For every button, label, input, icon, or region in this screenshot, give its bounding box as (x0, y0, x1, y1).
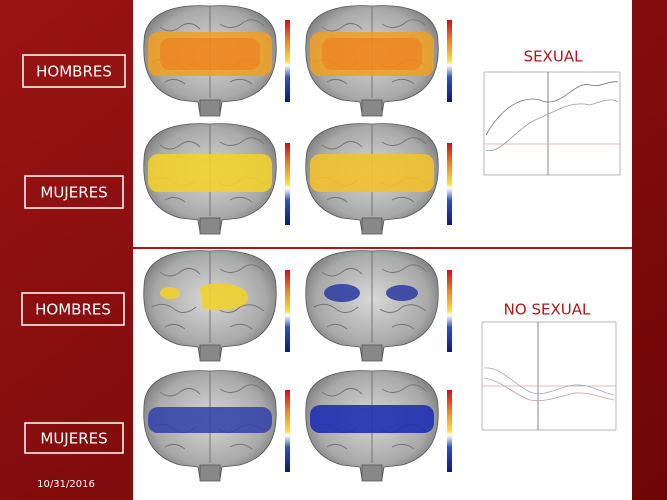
row-label-text: MUJERES (40, 430, 107, 448)
mini-plot (481, 321, 617, 431)
panel-title: SEXUAL (524, 48, 584, 66)
row-label-text: HOMBRES (36, 63, 112, 81)
row-label-text: MUJERES (40, 184, 107, 202)
row-label: HOMBRES (22, 54, 126, 88)
row-label: MUJERES (24, 175, 124, 209)
panel-title: NO SEXUAL (504, 301, 591, 319)
row-label-text: HOMBRES (35, 301, 111, 319)
row-label: HOMBRES (21, 292, 125, 326)
brain-images (143, 5, 439, 482)
row-label: MUJERES (24, 422, 124, 454)
date: 10/31/2016 (37, 479, 95, 490)
color-bars (285, 20, 452, 472)
mini-plot (483, 71, 621, 176)
